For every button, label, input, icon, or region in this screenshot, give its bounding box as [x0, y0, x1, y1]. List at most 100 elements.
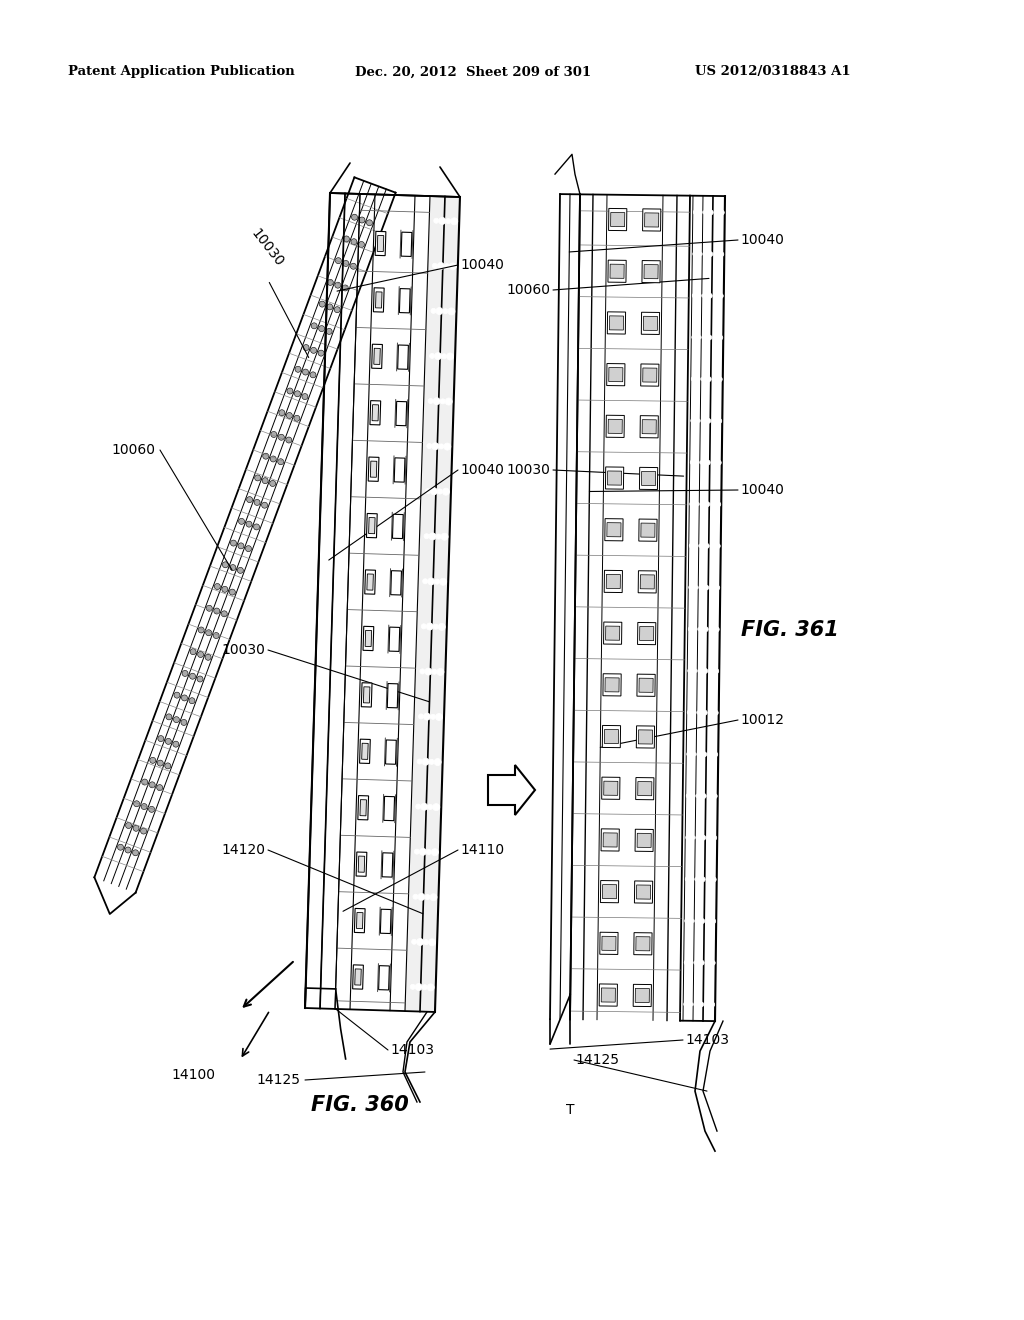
Circle shape [711, 502, 716, 507]
Polygon shape [640, 574, 654, 589]
Polygon shape [608, 420, 623, 433]
Circle shape [696, 293, 701, 298]
Circle shape [686, 793, 691, 799]
Polygon shape [637, 833, 651, 847]
Polygon shape [610, 213, 625, 227]
Circle shape [422, 758, 429, 766]
Text: 10030: 10030 [248, 227, 286, 269]
Circle shape [351, 239, 357, 244]
Circle shape [199, 627, 204, 634]
Circle shape [141, 779, 147, 785]
Polygon shape [366, 631, 372, 647]
Circle shape [255, 475, 261, 480]
Circle shape [715, 627, 719, 632]
Circle shape [712, 876, 716, 882]
Polygon shape [645, 213, 658, 227]
Circle shape [318, 350, 324, 356]
Polygon shape [394, 458, 404, 482]
Circle shape [181, 719, 187, 726]
Circle shape [715, 585, 720, 590]
Circle shape [700, 836, 706, 841]
Circle shape [302, 370, 308, 375]
Circle shape [439, 578, 446, 585]
Circle shape [717, 418, 722, 424]
Circle shape [695, 836, 700, 840]
Circle shape [688, 960, 693, 965]
Circle shape [694, 919, 699, 924]
Polygon shape [603, 673, 622, 696]
Circle shape [158, 735, 164, 742]
Polygon shape [601, 829, 620, 851]
Circle shape [351, 214, 357, 220]
Circle shape [424, 713, 430, 721]
Text: Patent Application Publication: Patent Application Publication [68, 66, 295, 78]
Circle shape [711, 961, 715, 965]
Circle shape [432, 442, 439, 450]
Polygon shape [639, 519, 657, 541]
Circle shape [150, 781, 156, 788]
Circle shape [693, 544, 698, 548]
Circle shape [206, 630, 212, 636]
Circle shape [286, 437, 292, 444]
Circle shape [133, 825, 139, 832]
Circle shape [426, 850, 431, 854]
Circle shape [716, 502, 721, 507]
Polygon shape [638, 570, 656, 593]
Circle shape [432, 669, 437, 675]
Circle shape [702, 293, 708, 298]
Circle shape [708, 293, 713, 298]
Circle shape [443, 309, 447, 314]
Circle shape [430, 894, 437, 900]
Circle shape [270, 432, 276, 437]
Circle shape [712, 418, 717, 424]
Polygon shape [643, 209, 660, 231]
Circle shape [295, 366, 301, 372]
Circle shape [693, 585, 697, 590]
Polygon shape [606, 574, 621, 589]
Circle shape [427, 444, 432, 449]
Circle shape [165, 763, 171, 768]
Text: 10040: 10040 [460, 463, 504, 477]
Circle shape [691, 710, 696, 715]
Circle shape [445, 399, 453, 405]
Circle shape [327, 304, 333, 310]
Circle shape [707, 836, 712, 841]
Circle shape [238, 568, 244, 573]
Polygon shape [639, 467, 657, 490]
Circle shape [278, 459, 284, 465]
Polygon shape [637, 884, 650, 899]
Polygon shape [488, 766, 535, 814]
Polygon shape [361, 743, 369, 759]
Polygon shape [396, 401, 407, 426]
Circle shape [246, 545, 252, 552]
Circle shape [254, 524, 259, 529]
Circle shape [698, 1002, 703, 1007]
Circle shape [327, 329, 332, 334]
Polygon shape [365, 570, 376, 594]
Text: 10040: 10040 [740, 483, 784, 498]
Polygon shape [608, 260, 627, 282]
Circle shape [437, 263, 444, 269]
Circle shape [425, 488, 430, 494]
Circle shape [425, 895, 430, 899]
Circle shape [428, 804, 433, 809]
Polygon shape [605, 626, 620, 640]
Circle shape [689, 876, 694, 882]
Polygon shape [603, 833, 617, 847]
Circle shape [417, 939, 424, 945]
Circle shape [420, 669, 425, 675]
Text: 10060: 10060 [111, 444, 155, 457]
Circle shape [438, 218, 445, 224]
Circle shape [706, 418, 711, 424]
Circle shape [699, 544, 705, 548]
Polygon shape [367, 513, 377, 537]
Polygon shape [637, 675, 655, 697]
Circle shape [148, 807, 155, 812]
Polygon shape [387, 684, 398, 708]
Circle shape [150, 758, 156, 763]
Polygon shape [643, 368, 657, 383]
Circle shape [688, 1002, 692, 1007]
Circle shape [701, 793, 707, 799]
Polygon shape [367, 574, 374, 590]
Polygon shape [636, 937, 650, 950]
